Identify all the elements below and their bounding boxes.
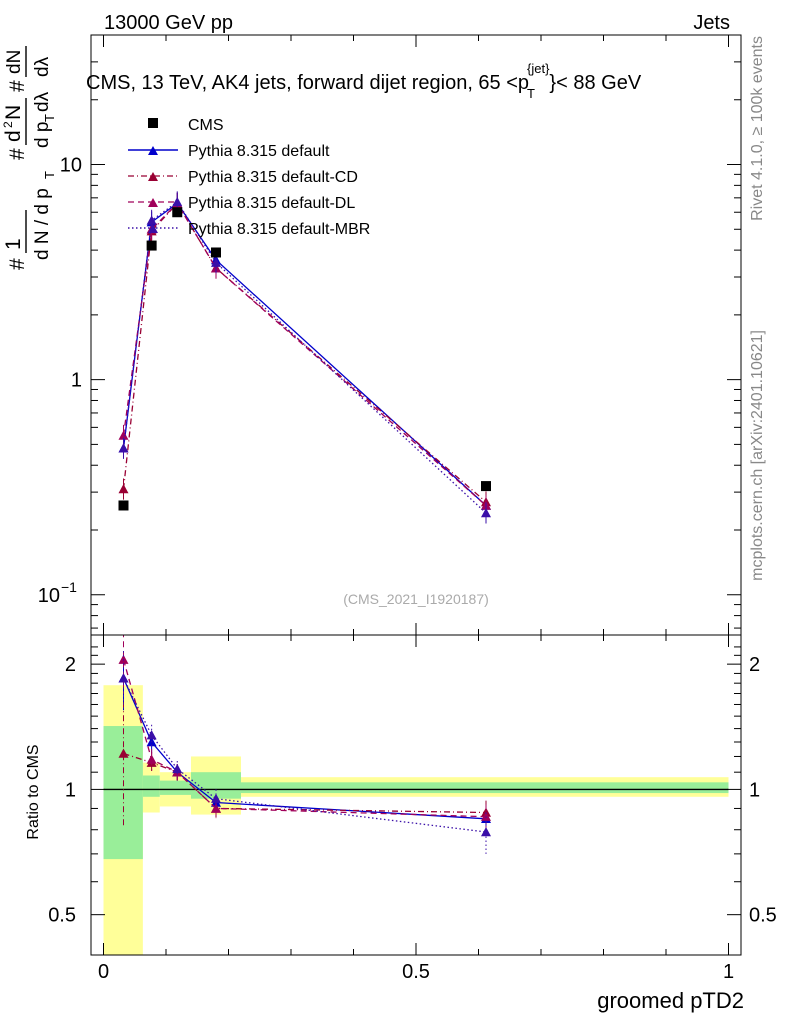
ratio-panel: 0 0.5 1 2 2 1 1 0.5 0.5 [48, 634, 777, 983]
main-line-series-1 [122, 202, 487, 503]
main-line-series-3 [122, 200, 487, 514]
main-data-cms-p2 [172, 207, 183, 218]
ratio-marker-s3-p4 [481, 827, 491, 837]
main-data-cms-p4 [481, 481, 491, 492]
legend-label-cms: CMS [188, 117, 224, 134]
legend-entry-dl: Pythia 8.315 default-DL [128, 195, 355, 212]
ylabel-dlambda: dλ [32, 91, 53, 112]
main-marker-s3-p3 [211, 257, 221, 267]
x-tick-label-2: 1 [723, 961, 734, 983]
x-tick-label-0: 0 [98, 961, 109, 983]
ylabel-dn-dpt: d N / d p [32, 188, 53, 260]
x-axis-label: groomed pTD2 [597, 988, 744, 1013]
chart-title-tail: }< 88 GeV [549, 72, 641, 94]
header-category: Jets [693, 12, 730, 34]
main-y-tick-label-0p1: 10 [38, 585, 60, 607]
ratio-band-inner-4 [241, 782, 729, 794]
rivet-label: Rivet 4.1.0, ≥ 100k events [749, 36, 766, 221]
ratio-y-tick-label-right-2: 0.5 [749, 905, 777, 927]
legend-marker-cms [148, 118, 158, 128]
ylabel-t2: T [42, 114, 57, 122]
ratio-marker-s2-p3 [211, 803, 221, 813]
mcplots-label: mcplots.cern.ch [arXiv:2401.10621] [749, 330, 766, 581]
main-marker-s3-p0 [118, 443, 129, 453]
ratio-band-inner-1 [142, 775, 160, 797]
ratio-band-inner-2 [159, 780, 191, 795]
main-y-tick-label-10: 10 [60, 155, 82, 177]
ylabel-hash1: # [6, 258, 29, 270]
chart-title-sup: {jet} [527, 61, 550, 76]
ratio-y-tick-label-1: 1 [65, 779, 76, 801]
ylabel-2: 2 [1, 121, 15, 128]
legend-marker-mbr [148, 224, 158, 233]
ratio-marker-s2-p1 [146, 754, 157, 764]
legend-marker-cd [148, 172, 158, 181]
legend-label-cd: Pythia 8.315 default-CD [188, 169, 358, 186]
ratio-band-inner-0 [103, 726, 143, 860]
ylabel-dl2: dλ [32, 56, 53, 77]
ratio-y-tick-label-0: 2 [65, 654, 76, 676]
main-line-series-0 [122, 202, 487, 506]
main-marker-s2-p0 [118, 430, 129, 440]
header-energy: 13000 GeV pp [104, 12, 233, 34]
ylabel-dn2: dN [4, 50, 25, 74]
legend-label-default: Pythia 8.315 default [188, 143, 330, 160]
main-marker-s3-p4 [481, 507, 491, 518]
ratio-marker-s3-p2 [172, 763, 183, 774]
ratio-line-series-3 [122, 677, 487, 833]
ratio-marker-s3-p0 [118, 673, 129, 683]
ratio-marker-s3-p1 [146, 730, 157, 740]
main-y-tick-label-1: 1 [71, 370, 82, 392]
legend-entry-mbr: Pythia 8.315 default-MBR [128, 221, 370, 238]
main-data-cms-p3 [211, 247, 221, 258]
main-line-series-2 [122, 202, 487, 506]
legend: CMS Pythia 8.315 default Pythia 8.315 de… [128, 117, 370, 238]
ratio-marker-s1-p0 [118, 748, 129, 758]
main-marker-s3-p1 [146, 215, 157, 225]
ratio-marker-s2-p4 [481, 811, 491, 821]
main-data-cms-p1 [146, 240, 157, 251]
legend-marker-default [148, 146, 158, 155]
main-marker-s3-p2 [172, 196, 183, 207]
ratio-frame [90, 634, 742, 956]
ratio-y-tick-label-right-1: 1 [749, 779, 760, 801]
ratio-y-tick-label-right-0: 2 [749, 654, 760, 676]
chart-title-sub: T [527, 86, 535, 101]
chart-title: CMS, 13 TeV, AK4 jets, forward dijet reg… [86, 61, 642, 101]
ylabel-n: N [2, 105, 25, 120]
ylabel-one: 1 [2, 238, 25, 250]
analysis-watermark: (CMS_2021_I1920187) [343, 591, 489, 607]
x-tick-label-1: 0.5 [402, 961, 430, 983]
legend-marker-dl [148, 198, 158, 207]
main-marker-s1-p0 [118, 484, 129, 494]
ratio-y-tick-label-2: 0.5 [48, 905, 76, 927]
y-axis-label-main: # 1 d N / d p T # d 2 N d p T dλ # dN dλ [1, 46, 57, 270]
legend-label-mbr: Pythia 8.315 default-MBR [188, 221, 370, 238]
legend-label-dl: Pythia 8.315 default-DL [188, 195, 355, 212]
ylabel-hash3: # [6, 80, 29, 92]
y-axis-label-ratio: Ratio to CMS [25, 744, 42, 839]
chart-title-main: CMS, 13 TeV, AK4 jets, forward dijet reg… [86, 72, 529, 94]
main-y-tick-label-0p1-exp: −1 [61, 579, 77, 595]
ylabel-d2n: d [2, 130, 25, 142]
ylabel-hash2: # [6, 148, 29, 160]
ylabel-t1: T [42, 171, 57, 179]
ratio-marker-s3-p3 [211, 793, 221, 803]
legend-entry-cd: Pythia 8.315 default-CD [128, 169, 358, 186]
ylabel-dpt-dl: d p [32, 122, 53, 148]
legend-entry-default: Pythia 8.315 default [128, 143, 330, 160]
main-data-cms-p0 [118, 500, 129, 511]
